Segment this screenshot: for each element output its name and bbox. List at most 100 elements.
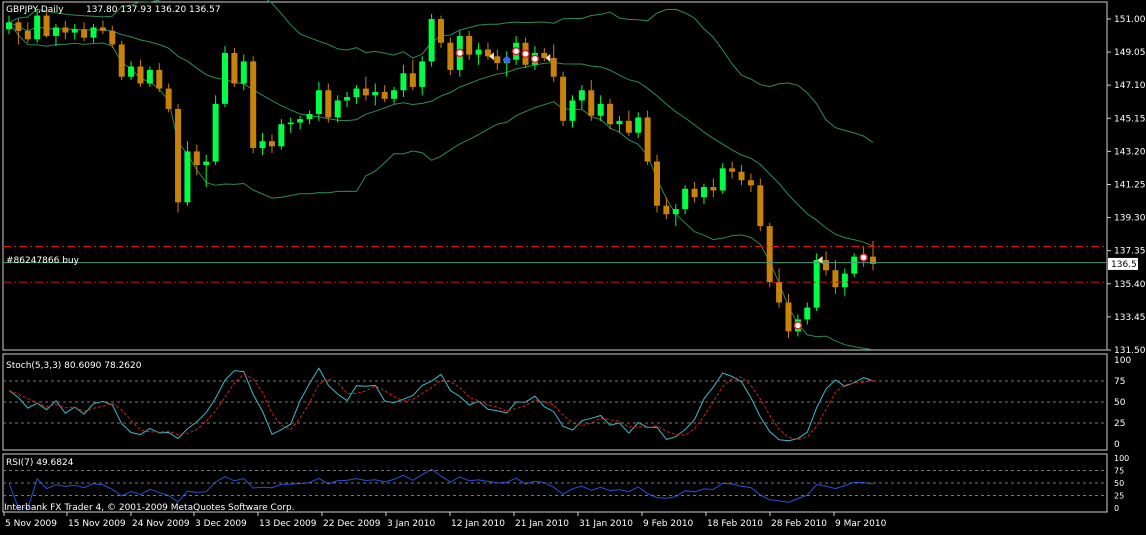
- y-tick-label: 149.05: [1114, 48, 1146, 58]
- candle-body: [175, 108, 182, 203]
- panel-frame-0: [2, 1, 1108, 351]
- trade-marker-icon: [455, 48, 465, 58]
- candle-body: [813, 260, 820, 308]
- candle-body: [203, 161, 210, 165]
- y-tick-label: 139.30: [1114, 214, 1146, 224]
- candle-body: [832, 270, 839, 288]
- x-tick-label: 13 Dec 2009: [259, 519, 317, 529]
- candle-body: [250, 61, 257, 148]
- candle-body: [663, 205, 670, 215]
- candle-body: [353, 88, 360, 98]
- candle-body: [447, 42, 454, 70]
- x-tick-label: 21 Jan 2010: [515, 519, 569, 529]
- current-price-box: [1108, 257, 1138, 270]
- candle-body: [71, 29, 78, 33]
- candle-body: [625, 120, 632, 133]
- candle-body: [334, 100, 341, 118]
- candle-body: [654, 161, 660, 206]
- stoch-y-tick-label: 25: [1114, 419, 1125, 429]
- candle-body: [128, 66, 135, 77]
- x-tick-label: 9 Mar 2010: [835, 519, 887, 529]
- candle-body: [372, 91, 379, 96]
- candle-body: [729, 168, 736, 172]
- candle-body: [165, 88, 172, 109]
- candle-body: [710, 187, 717, 191]
- candle-body: [766, 226, 773, 283]
- candle-body: [823, 260, 830, 271]
- x-tick-label: 15 Nov 2009: [68, 519, 126, 529]
- stoch-y-tick-label: 50: [1114, 398, 1126, 408]
- candle-body: [607, 103, 614, 125]
- candle-body: [297, 119, 304, 123]
- stoch-y-tick-label: 100: [1114, 356, 1131, 366]
- candle-body: [90, 27, 97, 38]
- stoch-y-tick-label: 0: [1114, 440, 1120, 450]
- candle-body: [52, 27, 59, 36]
- y-tick-label: 135.40: [1114, 280, 1146, 290]
- candle-body: [212, 103, 219, 162]
- candle-body: [409, 73, 416, 87]
- x-tick-label: 22 Dec 2009: [323, 519, 381, 529]
- candle-body: [62, 27, 69, 33]
- candle-body: [597, 103, 604, 116]
- candle-body: [193, 151, 200, 165]
- rsi-label: RSI(7) 49.6824: [6, 458, 74, 468]
- candle-body: [588, 90, 595, 116]
- x-tick-label: 3 Jan 2010: [387, 519, 435, 529]
- candle-body: [635, 117, 642, 133]
- candle-body: [222, 52, 228, 104]
- trade-marker-icon: [530, 54, 540, 64]
- x-tick-label: 12 Jan 2010: [451, 519, 505, 529]
- candle-body: [137, 66, 144, 84]
- candle-body: [315, 90, 322, 115]
- candle-body: [34, 15, 41, 40]
- arrow-marker-icon: [488, 52, 494, 61]
- candle-body: [484, 49, 491, 57]
- candle-body: [841, 273, 848, 288]
- y-tick-label: 141.25: [1114, 180, 1146, 190]
- arrow-marker-icon: [545, 54, 551, 63]
- candle-body: [24, 30, 31, 40]
- candle-body: [156, 69, 163, 89]
- candle-body: [616, 120, 623, 125]
- candle-body: [184, 151, 191, 203]
- trade-marker-icon: [793, 321, 803, 330]
- candle-body: [231, 52, 238, 84]
- x-tick-label: 24 Nov 2009: [132, 519, 190, 529]
- stoch-label: Stoch(5,3,3) 80.6090 78.2620: [6, 361, 142, 371]
- x-tick-label: 5 Nov 2009: [5, 519, 57, 529]
- candle-body: [81, 29, 88, 38]
- candle-body: [851, 256, 858, 274]
- current-price-label: 136.57: [1111, 260, 1143, 270]
- x-tick-label: 28 Feb 2010: [771, 519, 827, 529]
- candle-body: [99, 27, 106, 31]
- candle-body: [240, 61, 247, 84]
- rsi-line: [8, 468, 874, 509]
- trade-marker-icon: [511, 46, 521, 56]
- bollinger-lower: [8, 22, 874, 351]
- y-tick-label: 143.20: [1114, 147, 1146, 157]
- candle-body: [569, 100, 576, 121]
- rsi-value-line: [8, 468, 874, 509]
- diamond-marker-icon: [502, 55, 511, 64]
- price-levels: [3, 245, 1107, 283]
- stoch-y-tick-label: 75: [1114, 377, 1125, 387]
- candle-body: [494, 56, 501, 64]
- candle-body: [682, 188, 689, 210]
- candle-body: [268, 141, 275, 147]
- rsi-y-tick-label: 75: [1114, 467, 1124, 476]
- candle-body: [118, 44, 125, 77]
- candles: [6, 8, 876, 339]
- y-tick-label: 133.45: [1114, 313, 1146, 323]
- trade-markers: [455, 46, 868, 330]
- candle-body: [541, 52, 548, 59]
- position-label[interactable]: #86247866 buy: [6, 256, 80, 266]
- candle-body: [438, 18, 444, 43]
- candle-body: [738, 171, 745, 181]
- y-tick-label: 137.35: [1114, 247, 1146, 257]
- copyright-text: Interbank FX Trader 4, © 2001-2009 MetaQ…: [4, 503, 295, 513]
- candle-body: [259, 141, 266, 148]
- candle-body: [466, 35, 473, 55]
